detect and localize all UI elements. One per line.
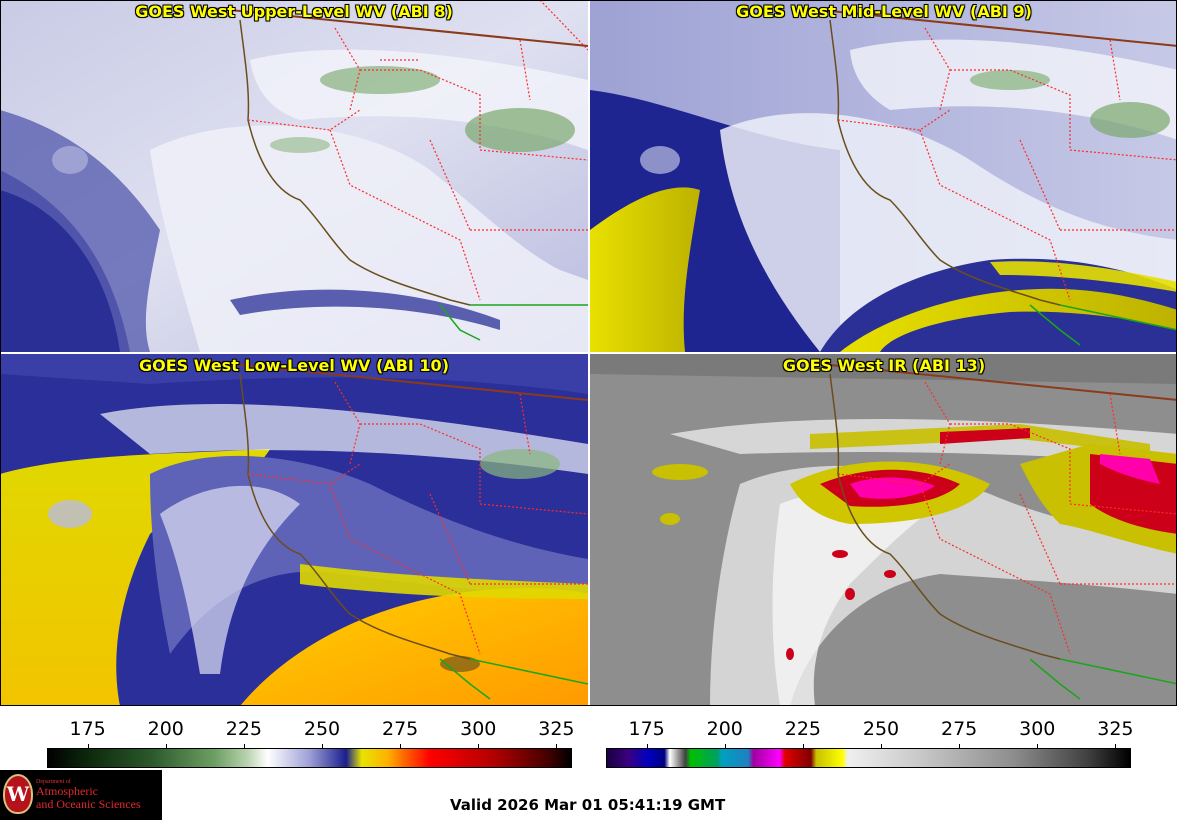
panel-title: GOES West IR (ABI 13) <box>782 356 986 375</box>
panel-title: GOES West Mid-Level WV (ABI 9) <box>736 2 1032 21</box>
wv-tick-mark <box>322 744 323 749</box>
ir-colorbar <box>606 748 1131 768</box>
logo-name: Atmospheric and Oceanic Sciences <box>36 785 141 811</box>
wv-tick-mark <box>87 744 89 749</box>
panel-divider-horizontal <box>0 352 1177 354</box>
ir-tick-label: 275 <box>940 718 978 740</box>
ir-tick-label: 325 <box>1097 718 1134 740</box>
wv-tick-label: 225 <box>225 718 263 740</box>
ir-tick-label: 175 <box>628 718 665 740</box>
ir-tick-label: 250 <box>862 718 900 740</box>
panel-title: GOES West Upper-Level WV (ABI 8) <box>135 2 453 21</box>
aos-logo: W Department of Atmospheric and Oceanic … <box>0 770 162 820</box>
ir-image <box>590 354 1177 706</box>
wv-tick-label: 325 <box>538 718 575 740</box>
ir-tick-mark <box>881 744 882 749</box>
ir-tick-mark <box>1037 744 1039 749</box>
ir-tick-label: 200 <box>706 718 743 740</box>
mid-level-wv-image <box>590 0 1177 352</box>
low-level-wv-image <box>0 354 588 706</box>
wv-tick-mark <box>400 744 402 749</box>
wv-tick-label: 275 <box>381 718 419 740</box>
wv-colorbar <box>47 748 572 768</box>
uw-seal-icon: W <box>3 774 33 814</box>
logo-department: Department of <box>36 779 71 785</box>
ir-tick-mark <box>646 744 648 749</box>
wv-tick-label: 250 <box>303 718 341 740</box>
wv-tick-label: 175 <box>69 718 106 740</box>
wv-colorbar-ticks: 175 200 225 250 275 300 325 <box>47 718 575 749</box>
mid-level-wv-panel: GOES West Mid-Level WV (ABI 9) <box>590 0 1177 352</box>
ir-tick-mark <box>959 744 961 749</box>
ir-tick-label: 225 <box>784 718 822 740</box>
ir-tick-mark <box>1115 744 1117 749</box>
ir-panel: GOES West IR (ABI 13) <box>590 354 1177 706</box>
ir-tick-mark <box>802 744 804 749</box>
valid-time: Valid 2026 Mar 01 05:41:19 GMT <box>450 796 726 814</box>
wv-tick-mark <box>165 744 167 749</box>
logo-line-2: and Oceanic Sciences <box>36 797 141 811</box>
ir-colorbar-ticks: 175 200 225 250 275 300 325 <box>606 718 1134 749</box>
wv-tick-mark <box>243 744 245 749</box>
ir-tick-mark <box>724 744 726 749</box>
logo-line-1: Atmospheric <box>36 784 98 798</box>
low-level-wv-panel: GOES West Low-Level WV (ABI 10) <box>0 354 588 706</box>
upper-level-wv-image <box>0 0 588 352</box>
ir-tick-label: 300 <box>1019 718 1056 740</box>
wv-tick-mark <box>556 744 558 749</box>
upper-level-wv-panel: GOES West Upper-Level WV (ABI 8) <box>0 0 588 352</box>
wv-tick-label: 200 <box>147 718 184 740</box>
wv-tick-label: 300 <box>460 718 497 740</box>
wv-tick-mark <box>478 744 480 749</box>
panel-title: GOES West Low-Level WV (ABI 10) <box>138 356 449 375</box>
